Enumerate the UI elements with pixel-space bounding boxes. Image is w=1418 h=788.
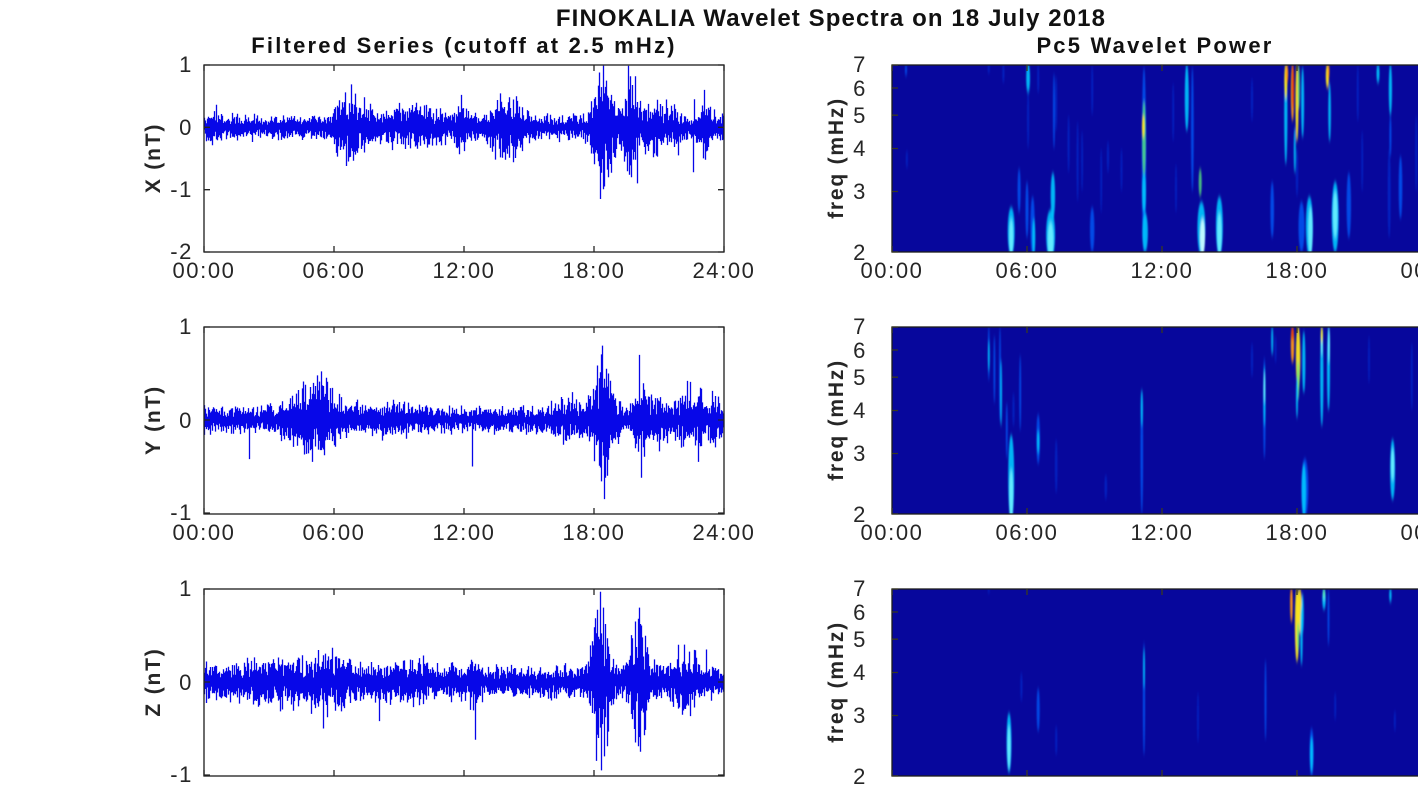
svg-text:2: 2 <box>853 764 867 788</box>
svg-text:12:00: 12:00 <box>432 520 495 545</box>
svg-text:Pc5 Wavelet Power: Pc5 Wavelet Power <box>1036 33 1273 58</box>
svg-text:0: 0 <box>179 408 193 433</box>
svg-text:1: 1 <box>179 52 193 77</box>
svg-text:06:00: 06:00 <box>995 520 1058 545</box>
svg-text:Filtered Series (cutoff at 2.5: Filtered Series (cutoff at 2.5 mHz) <box>251 33 676 58</box>
svg-text:5: 5 <box>853 365 867 390</box>
svg-text:3: 3 <box>853 703 867 728</box>
svg-text:1: 1 <box>179 314 193 339</box>
svg-text:2: 2 <box>853 502 867 527</box>
svg-text:00:00: 00:00 <box>172 258 235 283</box>
svg-text:X (nT): X (nT) <box>142 123 165 193</box>
svg-text:-1: -1 <box>170 500 193 525</box>
svg-text:18:00: 18:00 <box>562 520 625 545</box>
svg-text:7: 7 <box>853 314 867 339</box>
svg-text:-1: -1 <box>170 177 193 202</box>
svg-text:3: 3 <box>853 441 867 466</box>
svg-text:Y (nT): Y (nT) <box>142 385 165 455</box>
svg-text:freq (mHz): freq (mHz) <box>825 621 848 743</box>
svg-text:00:00: 00:00 <box>1400 258 1418 283</box>
svg-text:5: 5 <box>853 103 867 128</box>
svg-text:00:00: 00:00 <box>860 520 923 545</box>
svg-text:00:00: 00:00 <box>860 258 923 283</box>
svg-text:0: 0 <box>179 670 193 695</box>
svg-text:FINOKALIA Wavelet Spectra on 1: FINOKALIA Wavelet Spectra on 18 July 201… <box>556 5 1106 32</box>
svg-text:Z (nT): Z (nT) <box>142 647 165 716</box>
svg-text:1: 1 <box>179 576 193 601</box>
svg-text:00:00: 00:00 <box>172 520 235 545</box>
svg-text:0: 0 <box>179 115 193 140</box>
svg-text:freq (mHz): freq (mHz) <box>825 359 848 481</box>
svg-text:06:00: 06:00 <box>302 258 365 283</box>
svg-text:24:00: 24:00 <box>692 520 755 545</box>
svg-text:6: 6 <box>853 600 867 625</box>
svg-text:freq (mHz): freq (mHz) <box>825 97 848 219</box>
svg-text:4: 4 <box>853 136 867 161</box>
svg-text:2: 2 <box>853 240 867 265</box>
svg-text:06:00: 06:00 <box>302 520 365 545</box>
svg-text:18:00: 18:00 <box>1265 520 1328 545</box>
svg-text:-1: -1 <box>170 762 193 787</box>
svg-text:06:00: 06:00 <box>995 258 1058 283</box>
svg-text:7: 7 <box>853 52 867 77</box>
svg-text:18:00: 18:00 <box>562 258 625 283</box>
svg-text:24:00: 24:00 <box>692 258 755 283</box>
svg-text:7: 7 <box>853 576 867 601</box>
svg-text:-2: -2 <box>170 239 193 264</box>
svg-text:4: 4 <box>853 660 867 685</box>
svg-text:6: 6 <box>853 338 867 363</box>
svg-text:00:00: 00:00 <box>1400 520 1418 545</box>
svg-text:18:00: 18:00 <box>1265 258 1328 283</box>
svg-text:12:00: 12:00 <box>432 258 495 283</box>
svg-text:12:00: 12:00 <box>1130 520 1193 545</box>
svg-text:12:00: 12:00 <box>1130 258 1193 283</box>
svg-text:4: 4 <box>853 398 867 423</box>
svg-text:3: 3 <box>853 179 867 204</box>
svg-text:5: 5 <box>853 627 867 652</box>
svg-text:6: 6 <box>853 76 867 101</box>
